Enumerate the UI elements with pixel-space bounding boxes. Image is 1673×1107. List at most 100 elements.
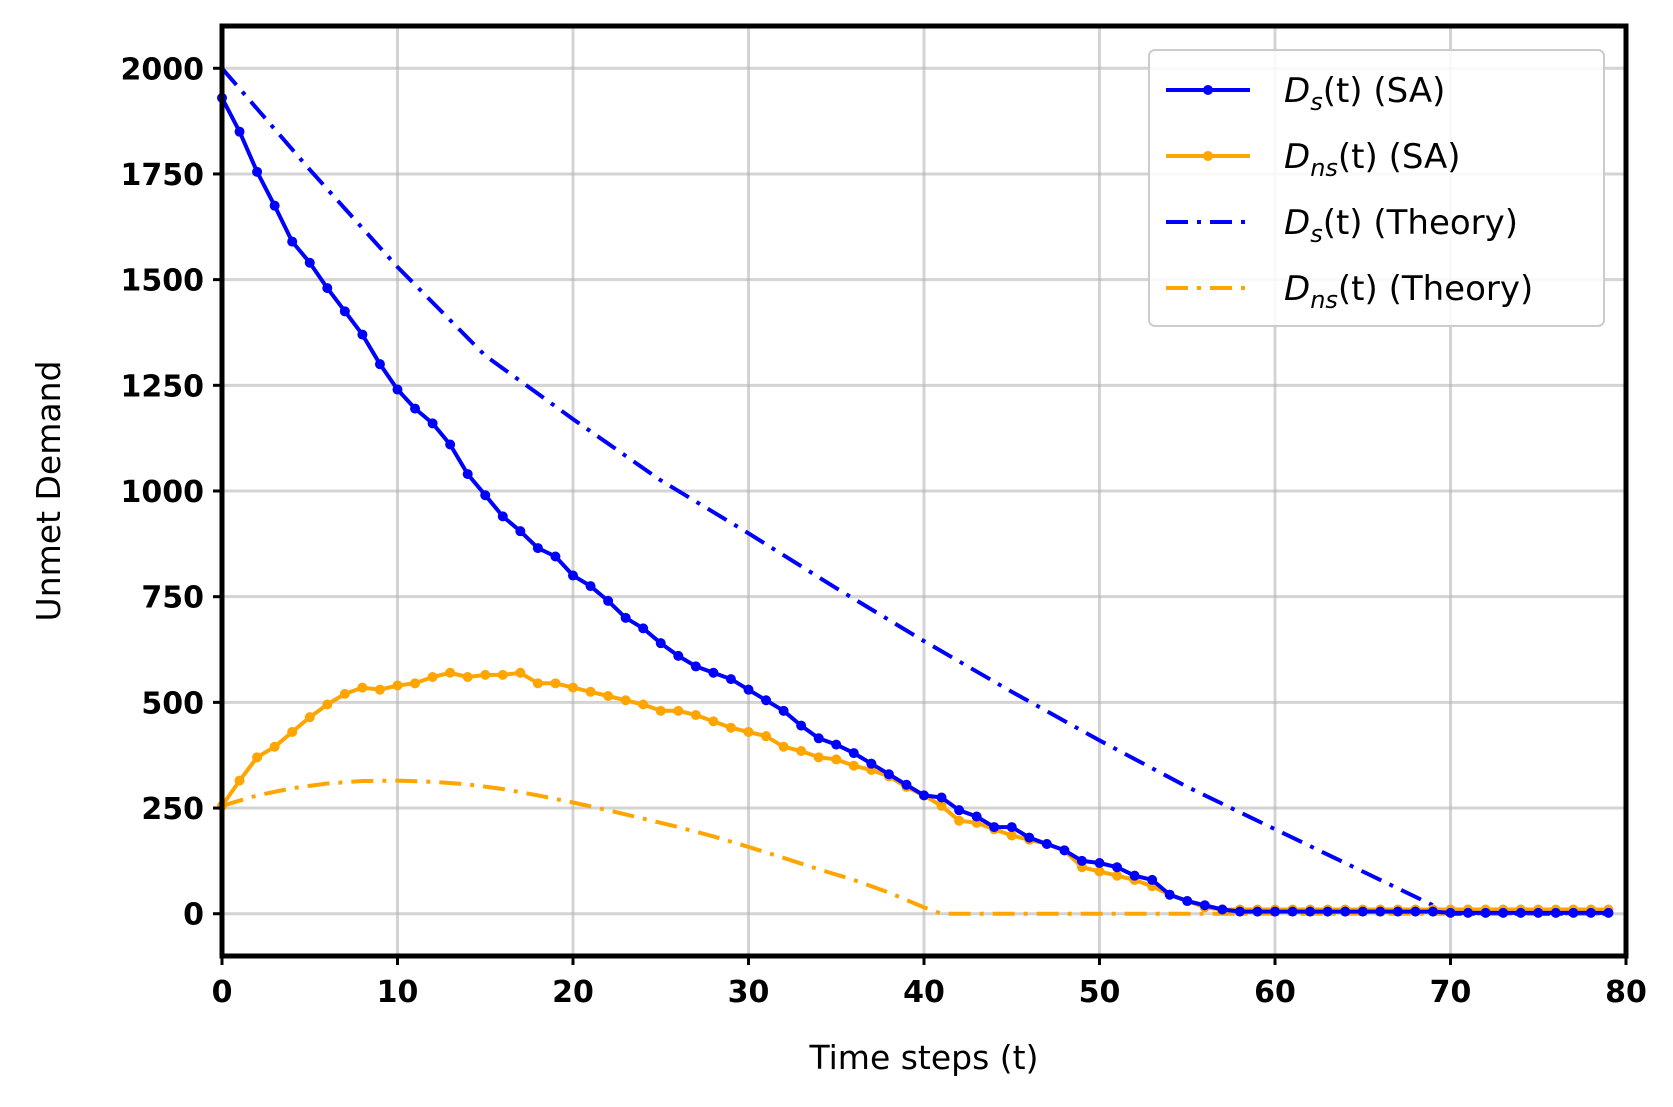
point-1-50 [1094, 866, 1105, 877]
point-1-35 [831, 754, 842, 765]
y-tick-label-2: 500 [141, 686, 204, 721]
legend-suffix-0: (t) (SA) [1323, 71, 1446, 111]
legend-marker-1 [1203, 151, 1213, 161]
point-0-75 [1533, 907, 1544, 918]
point-1-14 [462, 672, 473, 682]
point-0-64 [1340, 906, 1351, 917]
point-1-1 [234, 775, 245, 786]
point-1-41 [936, 800, 947, 811]
y-tick-label-1: 250 [141, 792, 204, 827]
point-0-70 [1445, 907, 1456, 918]
point-0-9 [374, 359, 385, 370]
point-0-8 [357, 329, 368, 340]
point-0-22 [603, 595, 614, 606]
point-1-20 [568, 682, 578, 693]
point-1-28 [708, 716, 719, 727]
point-0-66 [1375, 906, 1386, 917]
point-1-8 [357, 682, 368, 693]
point-0-34 [813, 733, 824, 744]
point-0-25 [655, 638, 666, 649]
point-1-34 [813, 752, 824, 763]
point-0-54 [1164, 889, 1175, 900]
point-0-72 [1480, 907, 1491, 918]
point-1-27 [690, 710, 701, 721]
x-tick-label-8: 80 [1605, 975, 1647, 1010]
point-1-22 [603, 691, 614, 702]
point-0-47 [1041, 838, 1052, 849]
legend-var-0: D [1284, 71, 1310, 111]
point-1-21 [585, 686, 596, 697]
point-1-23 [620, 695, 631, 706]
point-0-45 [1006, 822, 1017, 833]
x-tick-label-0: 0 [212, 975, 233, 1010]
point-0-68 [1410, 906, 1421, 917]
series-line-3 [221, 778, 1609, 916]
legend-var-3: D [1284, 269, 1310, 309]
point-0-3 [269, 200, 280, 211]
point-0-1 [234, 126, 245, 137]
point-0-35 [831, 739, 842, 750]
legend-suffix-1: (t) (SA) [1338, 137, 1461, 177]
x-tick-label-6: 60 [1254, 975, 1296, 1010]
point-0-26 [673, 650, 684, 661]
point-0-58 [1234, 906, 1245, 917]
point-1-45 [1006, 830, 1017, 841]
legend-sub-3: ns [1310, 286, 1338, 314]
x-tick-label-4: 40 [903, 975, 945, 1010]
point-0-42 [954, 805, 965, 816]
point-0-10 [392, 384, 403, 395]
y-axis-ticks: 0 250 500 750 1000 1250 1500 1750 2000 [121, 52, 222, 933]
point-1-31 [761, 731, 772, 742]
point-1-9 [374, 684, 385, 695]
point-1-36 [848, 760, 859, 771]
y-tick-label-3: 750 [141, 581, 204, 616]
point-1-10 [392, 680, 403, 691]
x-tick-label-7: 70 [1430, 975, 1472, 1010]
point-0-62 [1305, 906, 1316, 917]
point-1-5 [304, 712, 315, 723]
point-1-13 [445, 667, 456, 678]
point-0-39 [901, 779, 912, 790]
legend-label-0: Ds(t) (SA) [1284, 71, 1445, 116]
point-1-18 [532, 678, 543, 689]
point-1-30 [743, 726, 754, 737]
point-0-24 [638, 623, 649, 634]
series-0 [217, 92, 1614, 918]
legend: Ds(t) (SA)Dns(t) (SA)Ds(t) (Theory)Dns(t… [1148, 49, 1605, 327]
point-0-74 [1515, 907, 1526, 918]
point-1-32 [778, 741, 789, 752]
point-1-4 [287, 726, 298, 737]
point-0-7 [339, 306, 350, 317]
legend-sub-2: s [1310, 220, 1323, 248]
point-0-48 [1059, 845, 1070, 856]
point-0-27 [690, 661, 701, 672]
point-0-14 [462, 469, 473, 480]
point-0-30 [743, 684, 754, 695]
point-1-11 [410, 678, 421, 689]
point-0-76 [1550, 907, 1561, 918]
x-axis-ticks: 0 10 20 30 40 50 60 70 80 [212, 956, 1647, 1010]
point-0-5 [304, 257, 315, 268]
point-1-17 [515, 667, 526, 678]
series-layer [217, 66, 1614, 918]
point-0-43 [971, 811, 982, 822]
y-tick-label-0: 0 [183, 898, 204, 933]
y-tick-label-6: 1500 [121, 264, 205, 299]
y-tick-label-7: 1750 [121, 158, 205, 193]
point-0-29 [725, 674, 736, 685]
point-0-55 [1182, 896, 1193, 907]
point-0-19 [550, 551, 561, 562]
point-0-71 [1463, 907, 1474, 918]
series-line-2 [220, 66, 1609, 916]
point-0-4 [287, 236, 298, 247]
legend-label-1: Dns(t) (SA) [1284, 137, 1461, 182]
point-0-28 [708, 667, 719, 678]
point-1-25 [655, 705, 666, 716]
point-0-69 [1427, 906, 1438, 917]
point-0-44 [989, 822, 1000, 833]
point-1-12 [427, 672, 438, 682]
point-0-33 [796, 720, 807, 731]
point-0-12 [427, 418, 438, 429]
point-0-13 [445, 439, 456, 450]
